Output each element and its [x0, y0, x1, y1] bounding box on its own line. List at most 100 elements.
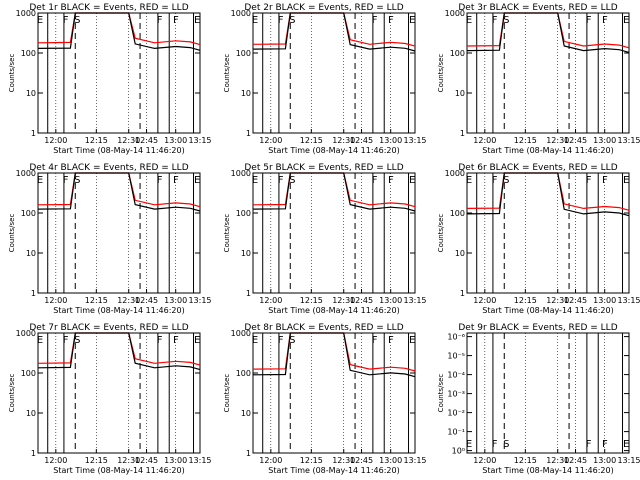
series-events-line — [37, 172, 201, 212]
event-marker-label: F — [388, 15, 394, 26]
event-marker-label: F — [388, 175, 394, 186]
event-marker-label: E — [194, 15, 200, 26]
event-marker-label: E — [409, 175, 415, 186]
y-tick-label: 100 — [236, 209, 251, 218]
x-tick-label: 13:15 — [188, 136, 211, 145]
x-tick-label: 13:00 — [164, 296, 187, 305]
x-tick-label: 12:15 — [85, 136, 108, 145]
y-tick-label: 100 — [21, 369, 36, 378]
panel-title: Det 1r BLACK = Events, RED = LLD — [29, 3, 188, 13]
event-marker-label: E — [623, 175, 629, 186]
y-tick-label: 100 — [236, 49, 251, 58]
y-tick-label: 10 — [455, 89, 465, 98]
y-tick-label: 1000 — [231, 169, 251, 178]
event-marker-label: F — [63, 335, 69, 346]
event-marker-label: F — [173, 15, 179, 26]
event-marker-label: S — [74, 175, 80, 186]
series-events-line — [37, 12, 201, 51]
x-tick-label: 13:15 — [188, 456, 211, 465]
y-tick-label: 10 — [241, 249, 251, 258]
event-marker-label: E — [37, 335, 43, 346]
y-tick-label: 1000 — [16, 329, 36, 338]
x-tick-label: 12:30 — [546, 456, 569, 465]
x-tick-label: 13:00 — [379, 136, 402, 145]
event-marker-label: F — [602, 439, 608, 450]
y-tick-label: 1000 — [16, 169, 36, 178]
x-tick-label: 13:00 — [164, 136, 187, 145]
panel-det-3: Det 3r BLACK = Events, RED = LLD Counts/s… — [437, 3, 640, 155]
x-tick-label: 12:15 — [300, 136, 323, 145]
panel-title: Det 9r BLACK = Events, RED = LLD — [458, 323, 617, 333]
event-marker-label: S — [289, 335, 295, 346]
event-marker-label: E — [194, 175, 200, 186]
x-tick-label: 13:15 — [403, 456, 426, 465]
y-tick-label: 100 — [21, 49, 36, 58]
panel-det-2: Det 2r BLACK = Events, RED = LLD Counts/s… — [223, 3, 427, 155]
x-tick-label: 13:15 — [617, 456, 640, 465]
y-tick-label: 10⁻³ — [447, 390, 465, 399]
y-tick-label: 1000 — [445, 9, 465, 18]
x-tick-label: 12:30 — [332, 296, 355, 305]
y-tick-label: 100 — [21, 209, 36, 218]
event-marker-label: F — [157, 175, 163, 186]
x-axis-label: Start Time (08-May-14 11:46:20) — [482, 146, 613, 155]
event-marker-label: F — [372, 335, 378, 346]
event-marker-label: E — [466, 439, 472, 450]
y-axis-label: Counts/sec — [8, 214, 16, 253]
x-tick-label: 12:45 — [135, 456, 158, 465]
panel-title: Det 7r BLACK = Events, RED = LLD — [29, 323, 188, 333]
y-tick-label: 10 — [26, 409, 36, 418]
panel-title: Det 6r BLACK = Events, RED = LLD — [458, 163, 617, 173]
y-tick-label: 1 — [31, 449, 36, 458]
y-axis-label: Counts/sec — [223, 374, 231, 413]
x-tick-label: 13:15 — [617, 296, 640, 305]
x-tick-label: 13:15 — [403, 136, 426, 145]
event-marker-label: F — [173, 175, 179, 186]
y-tick-label: 1000 — [445, 169, 465, 178]
x-tick-label: 13:00 — [379, 296, 402, 305]
x-tick-label: 12:30 — [332, 456, 355, 465]
event-marker-label: E — [252, 175, 258, 186]
x-tick-label: 12:00 — [473, 136, 496, 145]
event-marker-label: F — [372, 15, 378, 26]
series-events-line — [252, 172, 416, 212]
panel-det-6: Det 6r BLACK = Events, RED = LLD Counts/s… — [437, 163, 640, 315]
event-marker-label: E — [252, 335, 258, 346]
x-tick-label: 12:15 — [514, 296, 537, 305]
x-tick-label: 12:00 — [259, 456, 282, 465]
y-tick-label: 10 — [26, 249, 36, 258]
event-marker-label: F — [492, 15, 498, 26]
event-marker-label: F — [278, 175, 284, 186]
x-tick-label: 12:45 — [135, 296, 158, 305]
x-tick-label: 12:45 — [350, 456, 373, 465]
panel-title: Det 4r BLACK = Events, RED = LLD — [29, 163, 188, 173]
x-tick-label: 12:15 — [514, 136, 537, 145]
event-marker-label: E — [623, 439, 629, 450]
y-tick-label: 10 — [26, 89, 36, 98]
y-tick-label: 1 — [31, 129, 36, 138]
x-tick-label: 12:45 — [564, 296, 587, 305]
event-marker-label: F — [602, 15, 608, 26]
panel-det-5: Det 5r BLACK = Events, RED = LLD Counts/s… — [223, 163, 427, 315]
y-tick-label: 1 — [246, 289, 251, 298]
y-tick-label: 1000 — [16, 9, 36, 18]
x-tick-label: 13:00 — [593, 296, 616, 305]
panel-det-7: Det 7r BLACK = Events, RED = LLD Counts/s… — [8, 323, 212, 475]
x-tick-label: 12:45 — [564, 136, 587, 145]
y-tick-label: 10⁻¹ — [447, 428, 465, 437]
event-marker-label: F — [586, 439, 592, 450]
x-tick-label: 12:15 — [300, 456, 323, 465]
y-tick-label: 10⁻² — [447, 409, 465, 418]
series-events-line — [466, 12, 630, 53]
x-tick-label: 12:15 — [85, 456, 108, 465]
event-marker-label: F — [278, 15, 284, 26]
panel-det-4: Det 4r BLACK = Events, RED = LLD Counts/s… — [8, 163, 212, 315]
y-tick-label: 100 — [236, 369, 251, 378]
event-marker-label: F — [492, 175, 498, 186]
x-axis-label: Start Time (08-May-14 11:46:20) — [268, 146, 399, 155]
x-axis-label: Start Time (08-May-14 11:46:20) — [53, 146, 184, 155]
series-events-line — [37, 332, 201, 371]
x-tick-label: 13:00 — [379, 456, 402, 465]
